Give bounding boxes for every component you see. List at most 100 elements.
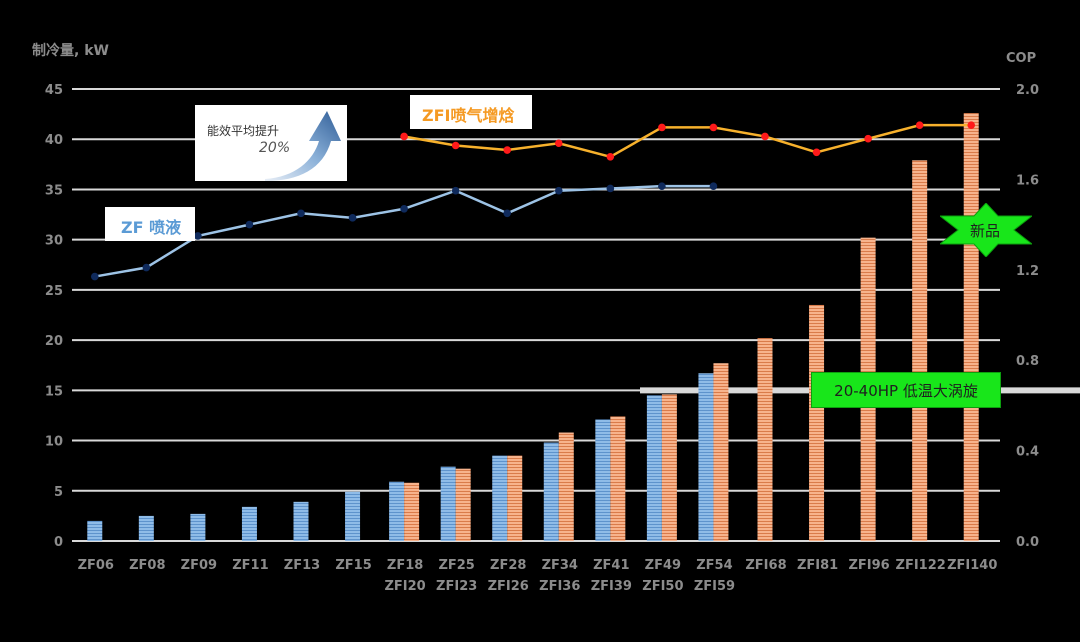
x-tick-label: ZF15 <box>335 558 371 573</box>
bar-zf <box>440 466 456 541</box>
y2-tick-label: 1.2 <box>1016 264 1039 279</box>
y-tick-label: 30 <box>45 234 63 249</box>
point-zfi <box>451 141 460 150</box>
x-tick-label: ZF28 <box>490 558 526 573</box>
y-tick-label: 45 <box>45 83 63 98</box>
bar-zf <box>87 520 103 541</box>
x-tick-label: ZFI122 <box>896 558 946 573</box>
point-zfi <box>658 123 666 132</box>
bar-zf <box>492 455 508 541</box>
y2-tick-label: 0.0 <box>1016 535 1039 550</box>
x-tick-label: ZFI96 <box>848 558 889 573</box>
x-tick-label: ZF09 <box>181 558 217 573</box>
x-tick-label-secondary: ZFI20 <box>384 579 425 594</box>
bar-zfi <box>963 113 979 542</box>
x-tick-label: ZF34 <box>542 558 578 573</box>
x-tick-label: ZF54 <box>696 558 732 573</box>
bar-zfi <box>455 468 471 541</box>
point-zfi <box>606 153 615 161</box>
x-tick-label: ZF41 <box>593 558 629 573</box>
y2-tick-label: 1.6 <box>1016 173 1039 188</box>
x-tick-label-secondary: ZFI36 <box>539 579 580 594</box>
bar-zf <box>138 515 154 541</box>
point-zf <box>400 204 408 213</box>
point-zfi <box>400 132 408 141</box>
y2-axis-label: COP <box>1006 51 1037 66</box>
point-zfi <box>709 123 718 132</box>
x-tick-label: ZF13 <box>284 558 320 573</box>
x-tick-label: ZF18 <box>387 558 423 573</box>
point-zf <box>90 272 99 281</box>
series-line-zfi <box>403 123 972 159</box>
x-tick-label: ZF25 <box>438 558 474 573</box>
zf-series-label-box: ZF 喷液 <box>105 207 195 241</box>
y-tick-label: 40 <box>45 133 63 148</box>
point-zf <box>606 184 615 193</box>
point-zf <box>348 214 357 222</box>
y-tick-label: 20 <box>45 334 63 349</box>
point-zf <box>658 182 666 190</box>
bar-zfi <box>809 304 825 541</box>
x-tick-label: ZF06 <box>78 558 114 573</box>
bar-zfi <box>713 363 729 541</box>
point-zf <box>554 186 563 195</box>
x-tick-label: ZFI81 <box>797 558 838 573</box>
point-zfi <box>554 139 563 148</box>
x-tick-label-secondary: ZFI23 <box>436 579 477 594</box>
bar-zfi <box>404 482 420 541</box>
y-tick-label: 25 <box>45 284 63 299</box>
bar-zf <box>241 506 257 541</box>
point-zf <box>451 186 460 195</box>
point-zf <box>194 232 202 240</box>
up-arrow-icon <box>265 111 341 181</box>
x-tick-label: ZFI68 <box>745 558 786 573</box>
point-zf <box>709 182 718 190</box>
bar-zfi <box>558 432 574 541</box>
point-zfi <box>812 148 821 157</box>
y-tick-label: 0 <box>54 535 63 550</box>
bar-zf <box>543 442 559 541</box>
improvement-percent: 20% <box>259 140 291 156</box>
bar-zf <box>190 513 206 541</box>
bar-zfi <box>661 394 677 541</box>
x-tick-label-secondary: ZFI39 <box>591 579 632 594</box>
x-tick-label: ZF49 <box>645 558 681 573</box>
point-zfi <box>967 121 976 129</box>
y2-tick-label: 0.8 <box>1016 354 1039 369</box>
scroll-series-label: 20-40HP 低温大涡旋 <box>834 381 978 400</box>
x-tick-label: ZF11 <box>232 558 268 573</box>
x-tick-label-secondary: ZFI50 <box>642 579 683 594</box>
x-tick-label: ZF08 <box>129 558 165 573</box>
star-burst-icon <box>940 203 1032 257</box>
point-zfi <box>864 134 872 143</box>
bar-zf <box>698 373 714 541</box>
point-zfi <box>761 132 769 141</box>
point-zf <box>503 209 512 218</box>
y-axis-label: 制冷量, kW <box>32 43 109 59</box>
new-product-badge: 新品 <box>940 203 1032 257</box>
x-tick-label: ZFI140 <box>947 558 997 573</box>
bar-zfi <box>610 416 626 541</box>
bar-zf <box>389 481 405 541</box>
point-zf <box>245 220 254 229</box>
new-product-label: 新品 <box>970 222 1001 240</box>
x-tick-label-secondary: ZFI26 <box>488 579 529 594</box>
bar-zf <box>345 491 361 541</box>
point-zf <box>297 209 305 218</box>
zf-series-label: ZF 喷液 <box>121 218 182 237</box>
point-zfi <box>915 121 924 129</box>
bar-zf <box>293 501 309 541</box>
bar-zfi <box>507 455 523 541</box>
y2-tick-label: 0.4 <box>1016 445 1039 460</box>
y-tick-label: 15 <box>45 384 63 399</box>
bar-zf <box>646 395 662 541</box>
improvement-label: 能效平均提升 <box>207 124 280 138</box>
y-tick-label: 35 <box>45 183 63 198</box>
zfi-series-label-box: ZFI喷气增焓 <box>410 95 532 129</box>
improvement-callout: 能效平均提升 20% <box>195 105 347 181</box>
x-tick-label-secondary: ZFI59 <box>694 579 735 594</box>
bar-zfi <box>757 338 773 541</box>
point-zf <box>142 263 151 272</box>
point-zfi <box>503 146 512 154</box>
